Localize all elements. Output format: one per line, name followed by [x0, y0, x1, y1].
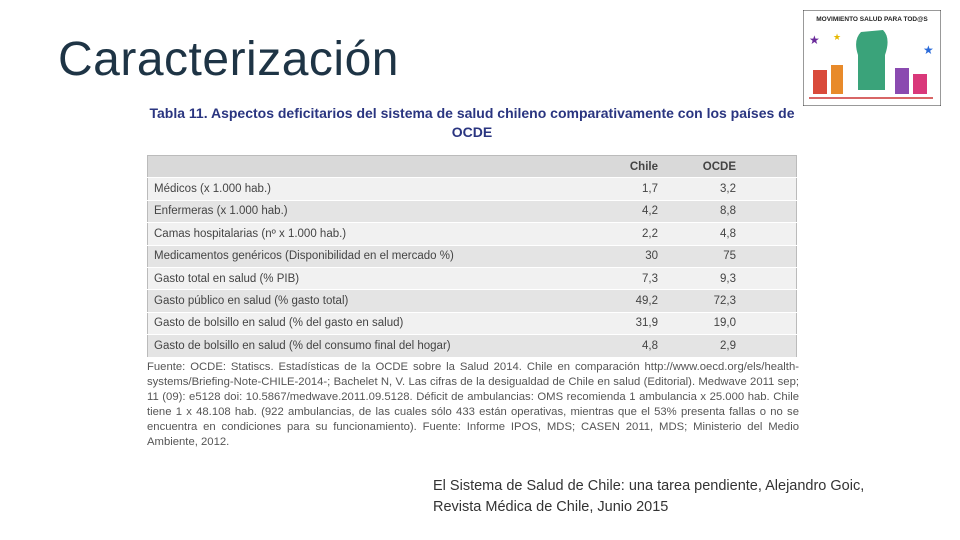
table-row: Gasto total en salud (% PIB) 7,3 9,3: [147, 267, 797, 291]
table-cell: 7,3: [592, 267, 670, 291]
table-cell: Gasto de bolsillo en salud (% del consum…: [147, 334, 592, 358]
data-table: Chile OCDE Médicos (x 1.000 hab.) 1,7 3,2 E…: [147, 155, 797, 358]
table-cell: 30: [592, 245, 670, 268]
header-row: Chile OCDE: [147, 155, 797, 179]
table-row: Gasto de bolsillo en salud (% del consum…: [147, 334, 797, 358]
table-row: Camas hospitalarias (nº x 1.000 hab.) 2,2…: [147, 222, 797, 246]
table-cell: Enfermeras (x 1.000 hab.): [147, 200, 592, 224]
table-body: Médicos (x 1.000 hab.) 1,7 3,2 Enfermeras (…: [147, 177, 797, 358]
table-cell: 9,3: [670, 267, 797, 291]
table-cell: Gasto de bolsillo en salud (% del gasto …: [147, 312, 592, 336]
logo-star: ★: [809, 33, 820, 47]
table-cell: Medicamentos genéricos (Disponibilidad e…: [147, 245, 592, 268]
logo-fist: [856, 30, 888, 90]
table-cell: 1,7: [592, 177, 670, 201]
table-cell: 72,3: [670, 289, 797, 313]
table-cell: Camas hospitalarias (nº x 1.000 hab.): [147, 222, 592, 246]
citation: El Sistema de Salud de Chile: una tarea …: [433, 478, 865, 515]
logo-house: [895, 68, 909, 94]
table-cell: Gasto público en salud (% gasto total): [147, 289, 592, 313]
table-cell: 2,9: [670, 334, 797, 358]
logo-house: [913, 74, 927, 94]
table-cell: 2,2: [592, 222, 670, 246]
table-cell: 3,2: [670, 177, 797, 201]
table-cell: 4,8: [592, 334, 670, 358]
header-cell: [147, 155, 592, 179]
table-title: Tabla 11. Aspectos deficitarios del sist…: [149, 105, 795, 140]
logo-text: MOVIMIENTO SALUD PARA TOD@S: [816, 16, 928, 23]
table-cell: 4,2: [592, 200, 670, 224]
table-cell: Médicos (x 1.000 hab.): [147, 177, 592, 201]
table-row: Enfermeras (x 1.000 hab.) 4,2 8,8: [147, 200, 797, 224]
table-row: Gasto público en salud (% gasto total) 49…: [147, 289, 797, 313]
header-cell: OCDE: [670, 155, 797, 179]
table-row: Médicos (x 1.000 hab.) 1,7 3,2: [147, 177, 797, 201]
table-cell: 19,0: [670, 312, 797, 336]
table-row: Medicamentos genéricos (Disponibilidad e…: [147, 245, 797, 268]
table-cell: 31,9: [592, 312, 670, 336]
table-row: Gasto de bolsillo en salud (% del gasto …: [147, 312, 797, 336]
table-cell: 75: [670, 245, 797, 268]
logo-star: ★: [833, 32, 841, 42]
logo-house: [813, 70, 827, 94]
table-footnote: Fuente: OCDE: Statiscs. Estadísticas de …: [147, 361, 799, 448]
logo-house: [831, 65, 843, 94]
logo-star: ★: [923, 43, 934, 57]
table-cell: Gasto total en salud (% PIB): [147, 267, 592, 291]
table-cell: 8,8: [670, 200, 797, 224]
logo: MOVIMIENTO SALUD PARA TOD@S ★ ★ ★: [803, 10, 941, 106]
table-cell: 4,8: [670, 222, 797, 246]
header-cell: Chile: [592, 155, 670, 179]
slide-title: Caracterización: [58, 33, 399, 86]
table-cell: 49,2: [592, 289, 670, 313]
